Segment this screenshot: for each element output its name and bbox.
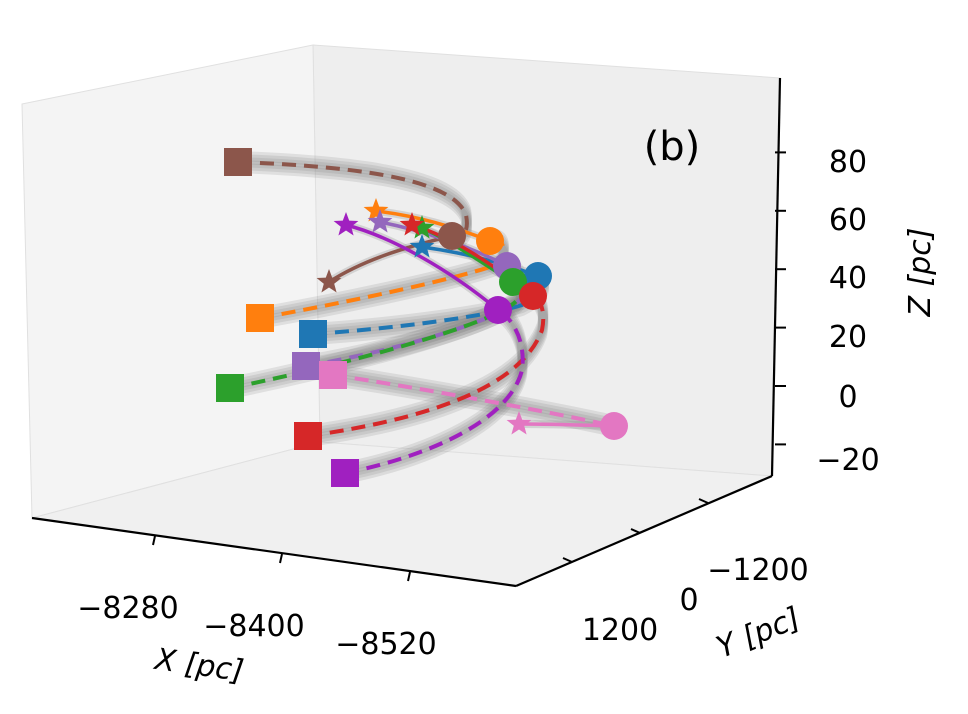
orbit-ensemble-band — [332, 367, 616, 428]
x-tick-labels: −8280 −8400 −8520 — [77, 591, 436, 662]
orbit-markers — [216, 148, 628, 487]
y-tick-label: −1200 — [707, 553, 808, 588]
axis-ticks — [152, 151, 786, 582]
end-circle-marker — [476, 227, 504, 255]
end-circle-marker — [484, 296, 512, 324]
z-tick-labels: 80 60 40 20 0 −20 — [816, 145, 879, 478]
y-tick-labels: 1200 0 −1200 — [582, 553, 809, 648]
end-circle-marker — [600, 412, 628, 440]
start-square-marker — [246, 304, 274, 332]
y-tick — [562, 557, 573, 563]
orbit-ensemble-band — [344, 311, 528, 484]
y-axis-line — [515, 474, 773, 588]
z-tick-label: 60 — [829, 203, 867, 238]
orbit-return-line — [518, 422, 615, 428]
start-square-marker — [299, 320, 327, 348]
start-square-marker — [294, 422, 322, 450]
x-tick-label: −8400 — [203, 609, 304, 644]
z-tick-label: 80 — [829, 145, 867, 180]
orbit-ensemble-band — [332, 364, 616, 425]
orbit-ensemble-band — [332, 373, 616, 434]
orbit-line — [237, 160, 469, 239]
panel-label: (b) — [644, 124, 701, 170]
x-tick — [279, 553, 283, 564]
star-marker — [316, 269, 342, 293]
z-axis-line — [770, 77, 782, 477]
start-square-marker — [331, 459, 359, 487]
orbit-ensemble-band — [344, 299, 528, 472]
orbit-ensemble-band — [307, 297, 549, 447]
start-square-marker — [292, 352, 320, 380]
end-circle-marker — [499, 268, 527, 296]
end-circle-marker — [438, 222, 466, 250]
start-square-marker — [216, 374, 244, 402]
star-marker — [363, 198, 389, 222]
y-tick-label: 0 — [679, 583, 698, 618]
orbit-ensemble-band — [344, 302, 528, 475]
z-tick-label: 0 — [838, 380, 857, 415]
orbit-ensemble-band — [259, 238, 509, 326]
y-tick — [698, 498, 709, 504]
start-square-marker — [319, 361, 347, 389]
star-marker — [367, 209, 393, 233]
start-square-marker — [224, 148, 252, 176]
orbit-ensemble-band — [259, 241, 509, 329]
star-marker — [506, 411, 532, 435]
orbit-line — [344, 308, 525, 475]
star-marker — [399, 212, 425, 236]
orbit-return-line — [345, 223, 500, 312]
x-tick-label: −8280 — [77, 591, 178, 626]
z-tick-label: 40 — [829, 261, 867, 296]
orbit-line — [332, 373, 615, 428]
z-tick-label: −20 — [816, 443, 879, 478]
x-axis-line — [31, 516, 517, 588]
y-tick — [630, 528, 641, 534]
star-marker — [409, 234, 435, 258]
end-circle-marker — [519, 282, 547, 310]
z-tick-label: 20 — [829, 320, 867, 355]
y-axis-title: Y [pc] — [712, 601, 806, 666]
star-marker — [409, 215, 435, 239]
y-tick-label: 1200 — [582, 613, 658, 648]
x-tick-label: −8520 — [335, 627, 436, 662]
star-marker — [333, 212, 359, 236]
orbit-return-line — [328, 234, 453, 284]
x-tick — [407, 571, 411, 582]
left-pane — [21, 44, 321, 519]
z-axis-title: Z [pc] — [903, 227, 938, 317]
x-tick — [152, 535, 156, 546]
x-axis-title: X [pc] — [151, 642, 246, 689]
